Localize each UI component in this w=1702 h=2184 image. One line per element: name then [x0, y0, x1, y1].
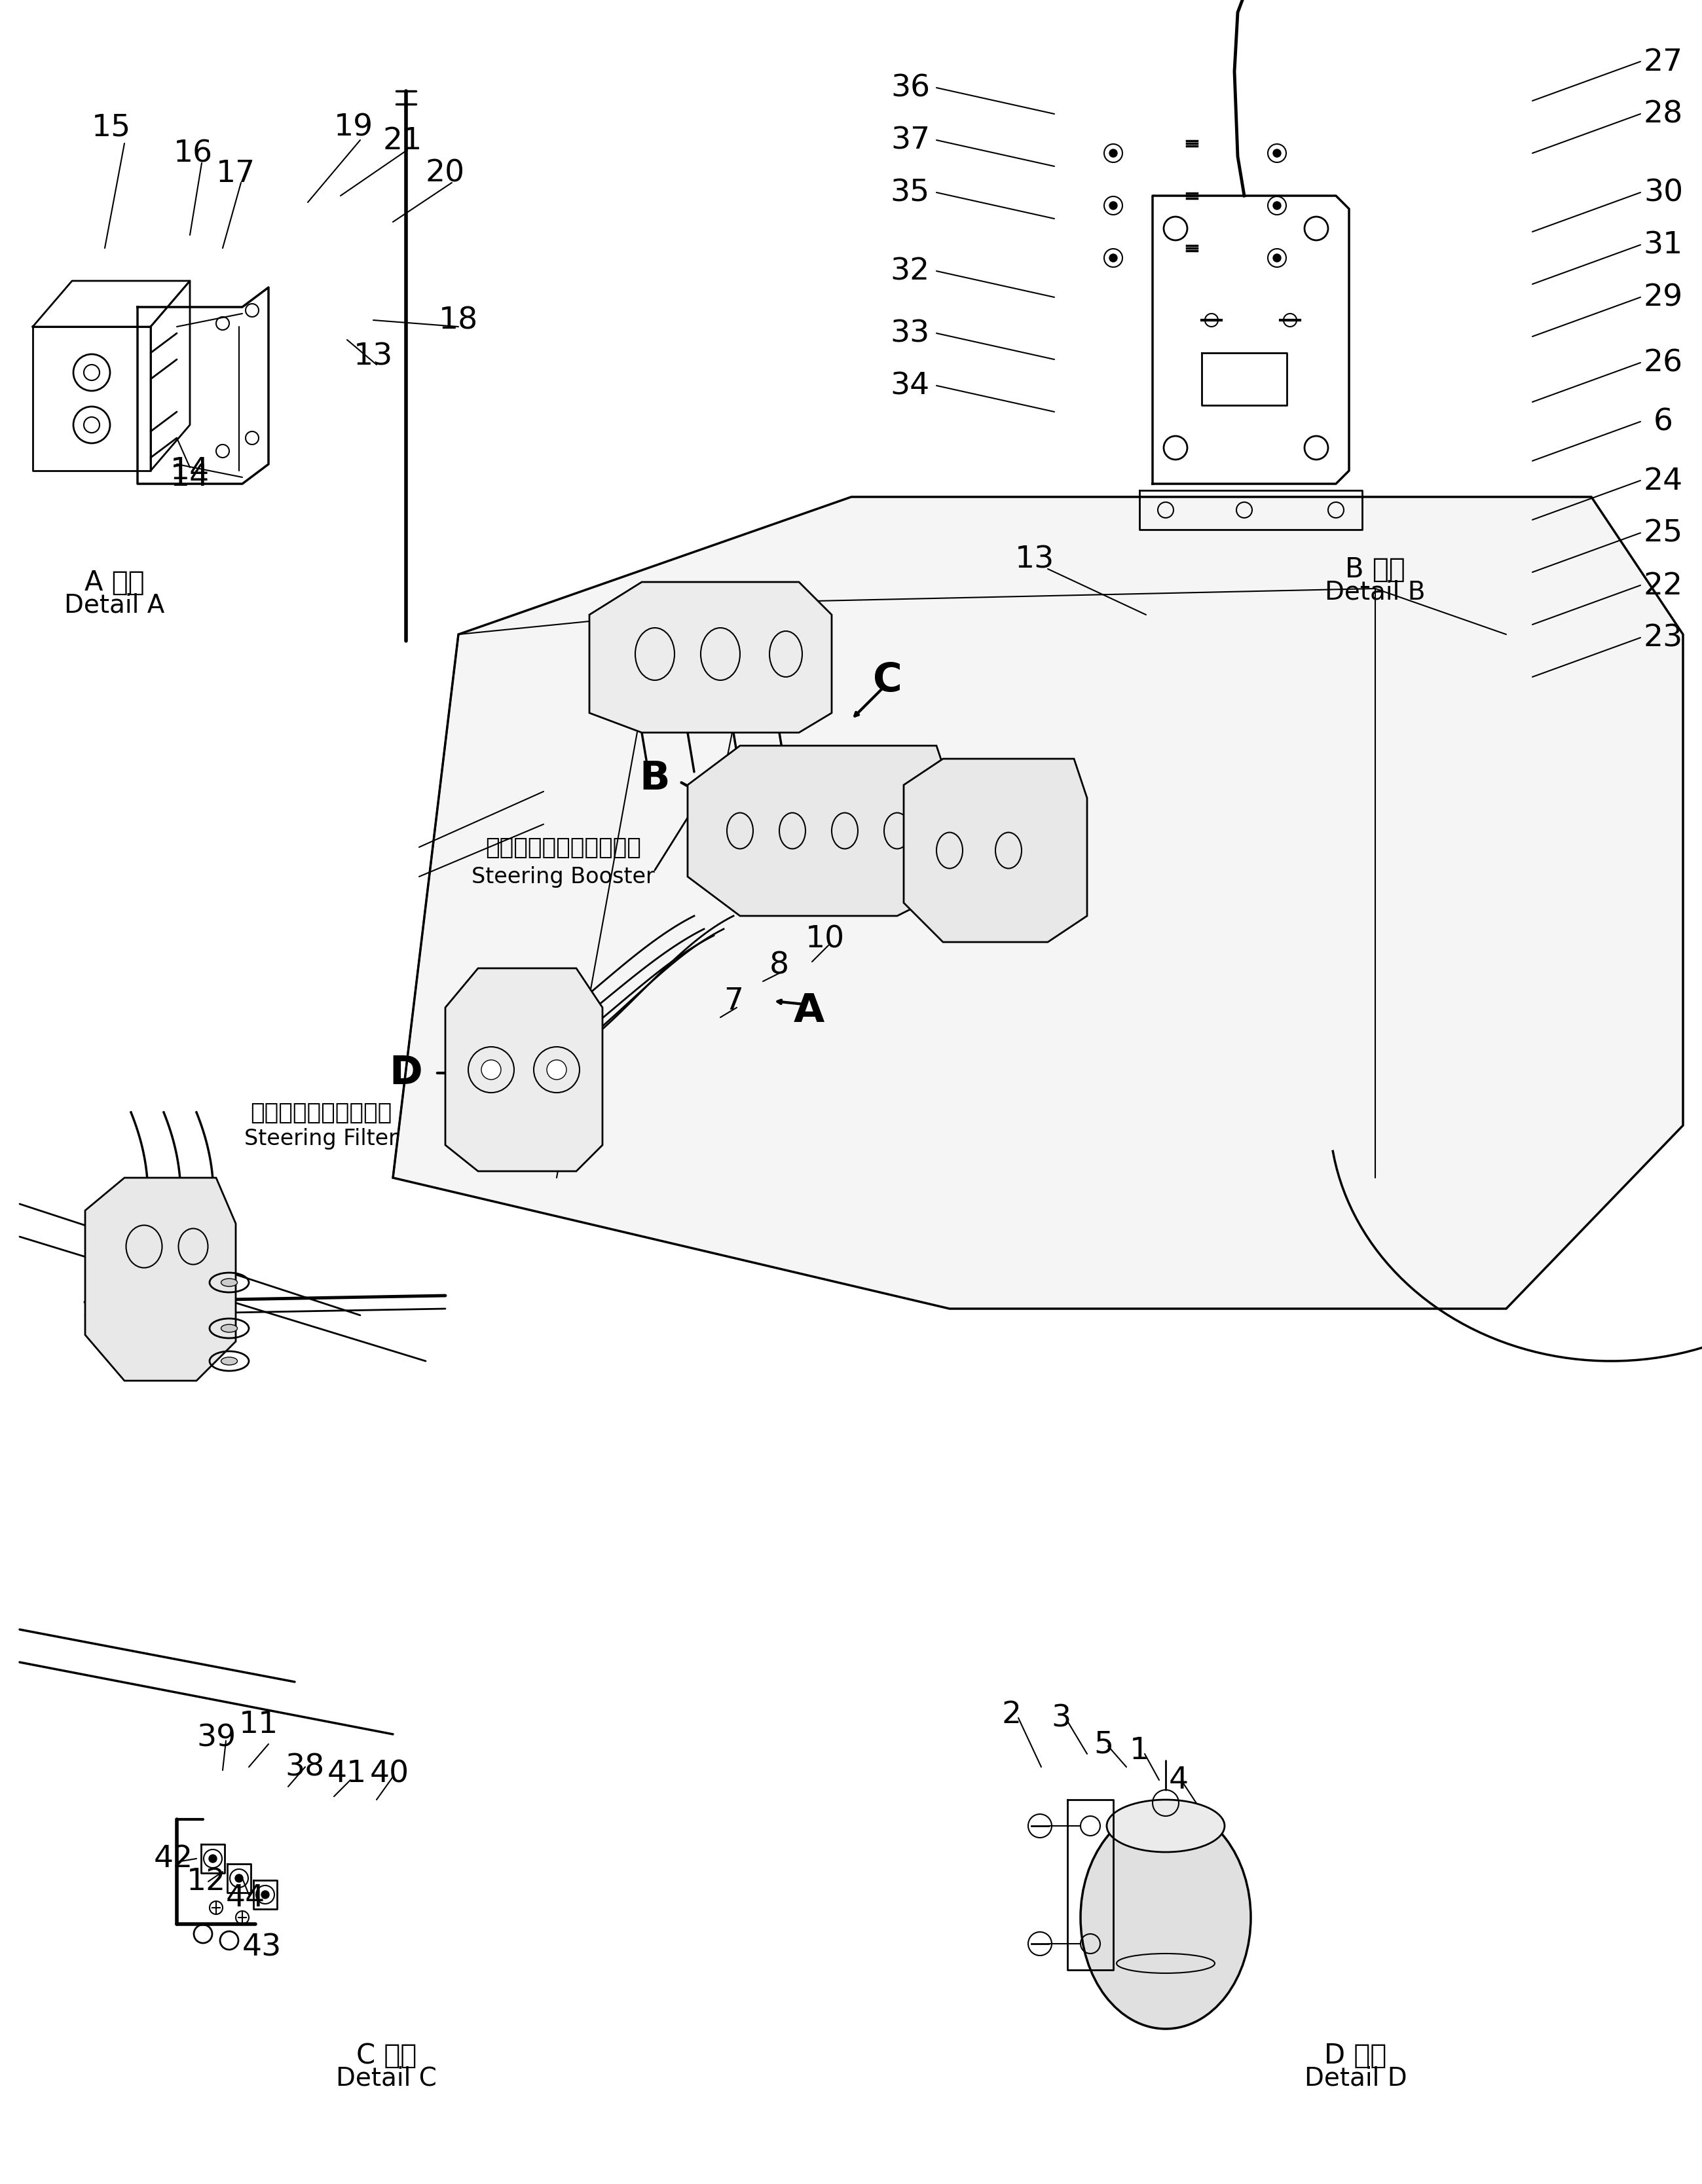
Text: A: A [793, 992, 824, 1031]
Text: 35: 35 [890, 179, 929, 207]
Text: ステアリングブースタ゛: ステアリングブースタ゛ [485, 836, 642, 858]
Text: 1: 1 [1130, 1736, 1149, 1765]
Text: 34: 34 [890, 371, 929, 402]
Text: 13: 13 [354, 343, 393, 371]
Polygon shape [85, 1177, 237, 1380]
Text: C 詳細: C 詳細 [356, 2042, 417, 2068]
Circle shape [1273, 151, 1282, 157]
Circle shape [83, 365, 99, 380]
Ellipse shape [221, 1326, 237, 1332]
Text: 29: 29 [1644, 284, 1683, 312]
Text: 33: 33 [890, 319, 929, 349]
Text: 21: 21 [383, 127, 422, 155]
Text: Steering Booster: Steering Booster [471, 867, 655, 889]
Text: 3: 3 [1052, 1704, 1071, 1732]
Circle shape [1273, 256, 1282, 262]
Text: 42: 42 [153, 1843, 194, 1874]
Text: 22: 22 [1644, 570, 1683, 601]
Text: 16: 16 [174, 140, 213, 168]
Text: 31: 31 [1644, 232, 1683, 260]
Polygon shape [904, 760, 1088, 943]
Text: 17: 17 [216, 159, 255, 188]
Text: 30: 30 [1644, 179, 1683, 207]
Text: 12: 12 [705, 705, 744, 734]
Text: D 詳細: D 詳細 [1324, 2042, 1387, 2068]
Polygon shape [589, 583, 832, 734]
Polygon shape [688, 747, 950, 917]
Text: 37: 37 [890, 127, 929, 155]
Ellipse shape [221, 1358, 237, 1365]
Circle shape [83, 417, 99, 432]
Text: Steering Filter: Steering Filter [245, 1127, 398, 1149]
Text: 14: 14 [170, 463, 209, 494]
Text: 12: 12 [187, 1867, 226, 1896]
Text: Detail C: Detail C [335, 2066, 437, 2090]
Text: Detail D: Detail D [1304, 2066, 1408, 2090]
Text: 32: 32 [890, 258, 929, 286]
Text: 4: 4 [1169, 1765, 1188, 1795]
Text: 24: 24 [1644, 467, 1683, 496]
Text: B: B [640, 760, 671, 797]
Text: 44: 44 [226, 1883, 266, 1913]
Circle shape [1110, 151, 1117, 157]
Text: 15: 15 [92, 114, 131, 142]
Polygon shape [393, 498, 1683, 1308]
Text: C: C [873, 662, 902, 699]
Ellipse shape [1081, 1806, 1251, 2029]
Text: D: D [390, 1055, 422, 1092]
Text: ステアリングフィルタ: ステアリングフィルタ [250, 1101, 391, 1125]
Ellipse shape [1106, 1800, 1225, 1852]
Text: 5: 5 [1094, 1730, 1113, 1758]
Circle shape [1110, 256, 1117, 262]
Text: 28: 28 [1644, 100, 1683, 129]
Text: 6: 6 [1654, 408, 1673, 437]
Text: Detail B: Detail B [1324, 581, 1426, 605]
Text: 6: 6 [878, 771, 897, 799]
Text: 2: 2 [1002, 1699, 1021, 1730]
Circle shape [262, 1891, 269, 1898]
Text: 43: 43 [242, 1933, 281, 1961]
Text: 19: 19 [334, 114, 373, 142]
Circle shape [209, 1854, 216, 1863]
Text: 8: 8 [769, 950, 790, 981]
Text: 39: 39 [196, 1723, 237, 1752]
Text: 41: 41 [327, 1758, 368, 1789]
Circle shape [1110, 203, 1117, 210]
Text: 25: 25 [1644, 518, 1683, 548]
Text: 23: 23 [1644, 622, 1683, 653]
Text: 20: 20 [426, 159, 465, 188]
Text: Detail A: Detail A [65, 594, 165, 618]
Text: 14: 14 [170, 456, 209, 487]
Text: B 詳細: B 詳細 [1345, 555, 1406, 583]
Text: 40: 40 [369, 1758, 410, 1789]
Text: A 詳細: A 詳細 [85, 568, 145, 596]
Circle shape [235, 1874, 243, 1883]
Text: 18: 18 [439, 306, 478, 336]
Text: 11: 11 [238, 1710, 279, 1738]
Circle shape [546, 1059, 567, 1079]
Text: 11: 11 [793, 666, 832, 695]
Text: 36: 36 [890, 74, 929, 103]
Ellipse shape [221, 1280, 237, 1286]
Polygon shape [446, 970, 603, 1171]
Text: 27: 27 [1644, 48, 1683, 76]
Text: 38: 38 [284, 1752, 325, 1782]
Text: 9: 9 [844, 876, 865, 904]
Text: 13: 13 [1014, 544, 1055, 574]
Text: 13: 13 [688, 817, 727, 845]
Circle shape [482, 1059, 500, 1079]
Text: 10: 10 [805, 924, 844, 954]
Text: 26: 26 [1644, 349, 1683, 378]
Circle shape [1273, 203, 1282, 210]
Text: 7: 7 [723, 987, 744, 1016]
